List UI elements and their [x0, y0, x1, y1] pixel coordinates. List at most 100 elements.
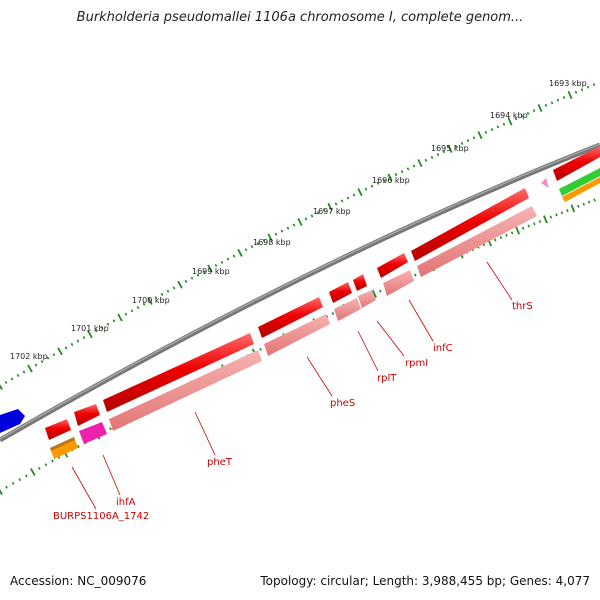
inner-tick — [527, 224, 531, 228]
inner-tick — [51, 459, 54, 463]
outer-tick — [46, 356, 50, 360]
outer-tick — [237, 248, 243, 257]
inner-tick — [555, 213, 558, 217]
outer-tick — [130, 309, 134, 313]
gene-burps1742-reverse[interactable] — [50, 437, 78, 459]
outer-tick — [417, 159, 423, 168]
outer-tick — [76, 339, 80, 343]
topology-text: Topology: circular; Length: 3,988,455 bp… — [260, 574, 590, 588]
gene-pheT-reverse[interactable] — [109, 350, 262, 431]
gene-ihfA-reverse[interactable] — [79, 422, 107, 444]
inner-tick — [331, 312, 335, 316]
scale-labels: 1693 kbp 1694 kbp 1695 kbp 1696 kbp 1697… — [10, 79, 587, 361]
outer-tick — [472, 136, 476, 140]
gene-edge-forward[interactable] — [553, 146, 600, 181]
scale-label: 1700 kbp — [132, 296, 170, 305]
orange-feature[interactable] — [562, 177, 600, 202]
outer-tick — [502, 122, 506, 126]
outer-tick — [22, 370, 26, 374]
gene-pheS-reverse[interactable] — [264, 314, 330, 356]
outer-tick — [316, 211, 320, 215]
gene-label-burps1742[interactable]: BURPS1106A_1742 — [53, 511, 149, 522]
outer-tick-row — [0, 83, 596, 390]
gene-label-rplT[interactable]: rplT — [377, 373, 397, 384]
scale-label: 1702 kbp — [10, 352, 48, 361]
gene-label-thrS[interactable]: thrS — [512, 301, 533, 312]
outer-tick — [532, 109, 536, 113]
outer-tick — [394, 173, 398, 177]
outer-tick — [70, 342, 74, 346]
inner-tick — [413, 273, 417, 277]
outer-tick — [382, 178, 386, 182]
outer-tick — [124, 312, 128, 316]
outer-tick — [562, 95, 566, 100]
gene-rplT-reverse[interactable] — [334, 298, 361, 321]
scale-label: 1693 kbp — [549, 79, 587, 88]
inner-tick — [18, 478, 22, 482]
chromosome-backbone-highlight — [0, 143, 600, 440]
gene-thrS-reverse[interactable] — [417, 206, 537, 277]
outer-tick — [106, 322, 110, 326]
gene-infC-reverse[interactable] — [383, 270, 414, 296]
gene-burps1742-forward[interactable] — [45, 419, 71, 440]
inner-tick — [543, 215, 548, 224]
outer-tick — [4, 380, 8, 385]
inner-tick — [259, 347, 262, 351]
inner-tick — [538, 219, 542, 224]
gene-label-pheS[interactable]: pheS — [330, 398, 355, 409]
gene-pheS-forward[interactable] — [258, 297, 323, 338]
inner-tick — [5, 485, 8, 489]
outer-tick — [220, 260, 224, 264]
inner-tick — [510, 231, 514, 235]
outer-tick — [262, 238, 266, 242]
outer-tick — [286, 226, 290, 230]
pink-feature[interactable] — [541, 178, 549, 188]
outer-tick — [226, 257, 230, 261]
outer-tick — [166, 289, 170, 293]
outer-tick — [424, 158, 428, 162]
outer-tick — [34, 363, 38, 367]
outer-tick — [310, 214, 314, 218]
map-title: Burkholderia pseudomallei 1106a chromoso… — [76, 10, 524, 25]
outer-tick — [57, 347, 63, 356]
gene-pheT-forward[interactable] — [103, 333, 254, 412]
outer-tick — [232, 254, 236, 258]
outer-tick — [406, 167, 410, 171]
outer-tick — [267, 233, 273, 242]
gene-rplT-forward[interactable] — [329, 282, 352, 303]
inner-tick — [521, 226, 525, 230]
outer-tick — [297, 217, 303, 227]
outer-tick — [490, 128, 494, 132]
blue-feature[interactable] — [0, 409, 25, 433]
inner-tick — [378, 289, 382, 293]
outer-tick — [190, 276, 194, 280]
green-feature[interactable] — [559, 168, 600, 196]
outer-tick — [352, 193, 356, 197]
outer-tick — [592, 83, 596, 87]
outer-tick — [346, 196, 350, 200]
outer-tick — [0, 384, 3, 390]
outer-tick — [574, 90, 578, 94]
gene-ihfA-forward[interactable] — [74, 404, 100, 426]
gene-label-ihfA[interactable]: ihfA — [116, 497, 136, 508]
gene-thrS-forward[interactable] — [411, 188, 529, 261]
outer-tick — [412, 164, 416, 168]
gene-rpmI-forward[interactable] — [353, 274, 367, 291]
outer-tick — [274, 232, 278, 236]
outer-tick — [16, 373, 20, 378]
gene-infC-forward[interactable] — [377, 253, 408, 278]
outer-tick — [567, 90, 573, 99]
outer-tick — [250, 245, 254, 249]
gene-label-pheT[interactable]: pheT — [207, 457, 233, 468]
outer-tick — [112, 319, 116, 323]
outer-tick — [496, 125, 500, 129]
inner-tick — [44, 463, 48, 467]
gene-rpmI-reverse[interactable] — [358, 290, 376, 308]
outer-tick — [172, 286, 176, 290]
gene-label-infC[interactable]: infC — [433, 343, 453, 354]
gene-labels: thrS infC rpmI rplT pheS pheT ihfA BURPS… — [53, 301, 533, 522]
inner-tick — [24, 474, 28, 478]
reverse-strand — [50, 168, 600, 459]
gene-label-rpmI[interactable]: rpmI — [405, 358, 428, 369]
outer-tick — [387, 173, 393, 182]
